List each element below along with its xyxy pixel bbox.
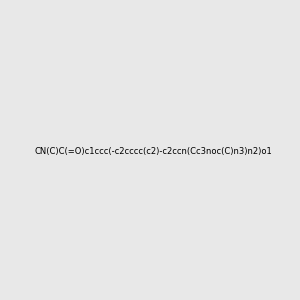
Text: CN(C)C(=O)c1ccc(-c2cccc(c2)-c2ccn(Cc3noc(C)n3)n2)o1: CN(C)C(=O)c1ccc(-c2cccc(c2)-c2ccn(Cc3noc… xyxy=(35,147,273,156)
